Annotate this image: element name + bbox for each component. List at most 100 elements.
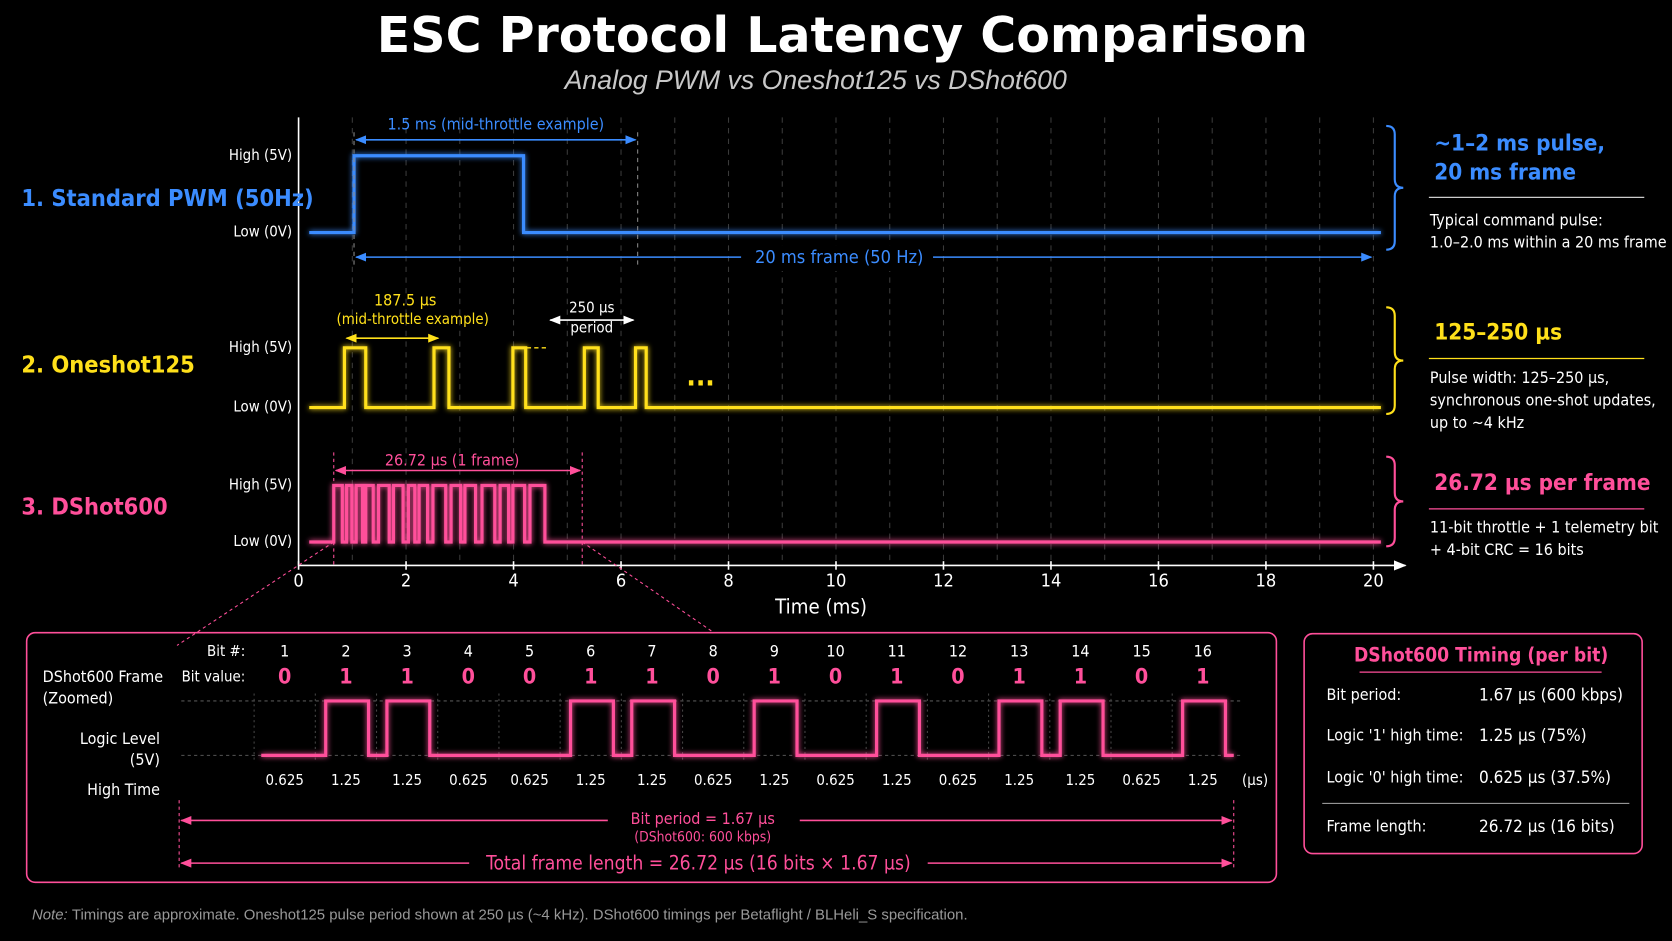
timing-value: 0.625 µs (37.5%)	[1479, 768, 1611, 788]
bit-number: 7	[647, 641, 656, 660]
side-heading: 26.72 µs per frame	[1434, 470, 1650, 496]
low-level-label: Low (0V)	[233, 532, 292, 550]
subtitle: Analog PWM vs Oneshot125 vs DShot600	[563, 65, 1067, 95]
bit-value: 0	[278, 664, 291, 689]
side-text: Pulse width: 125–250 µs,	[1430, 368, 1609, 387]
annotation: 1.5 ms (mid-throttle example)	[388, 114, 605, 133]
zoom-waveform	[261, 699, 1234, 757]
annotation: 20 ms frame (50 Hz)	[755, 247, 923, 268]
x-tick-label: 2	[401, 570, 411, 591]
high-time: 0.625	[449, 771, 487, 789]
side-text: 1.0–2.0 ms within a 20 ms frame	[1430, 233, 1667, 252]
low-level-label: Low (0V)	[233, 223, 292, 241]
title: ESC Protocol Latency Comparison	[377, 6, 1308, 64]
bit-value: 0	[462, 664, 475, 689]
timing-title: DShot600 Timing (per bit)	[1354, 644, 1608, 667]
bit-value: 1	[400, 664, 413, 689]
bit-value: 1	[890, 664, 903, 689]
brace	[1386, 455, 1404, 548]
side-text: up to ~4 kHz	[1430, 413, 1524, 432]
annotation: ...	[686, 360, 714, 393]
side-heading: ~1–2 ms pulse,	[1434, 131, 1605, 157]
zoom-label: (5V)	[130, 750, 160, 769]
side-text: Typical command pulse:	[1429, 210, 1603, 229]
zoom-panel	[25, 631, 1278, 884]
bit-value: 1	[339, 664, 352, 689]
x-tick-label: 14	[1041, 570, 1062, 591]
bit-number: 10	[826, 641, 844, 660]
zoom-label: Bit value:	[182, 667, 246, 685]
label-bg	[741, 245, 934, 271]
bit-number: 4	[464, 641, 473, 660]
timing-label: Logic '1' high time:	[1327, 726, 1464, 745]
bit-number: 1	[280, 641, 289, 660]
zoom-label: Logic Level	[80, 729, 160, 748]
x-tick-label: 8	[723, 570, 733, 591]
timing-label: Frame length:	[1327, 816, 1427, 835]
x-tick-label: 6	[616, 570, 626, 591]
high-time: 0.625	[510, 771, 548, 789]
bit-value: 1	[584, 664, 597, 689]
timing-panel	[1303, 632, 1643, 855]
protocol-name: 1. Standard PWM (50Hz)	[21, 184, 313, 212]
high-time: 0.625	[1122, 771, 1160, 789]
side-heading: 125–250 µs	[1434, 319, 1562, 345]
bit-value: 1	[768, 664, 781, 689]
timing-label: Logic '0' high time:	[1327, 767, 1464, 786]
x-tick-label: 20	[1363, 570, 1384, 591]
side-text: synchronous one-shot updates,	[1430, 391, 1656, 410]
bit-value: 1	[1196, 664, 1209, 689]
bit-number: 13	[1010, 641, 1028, 660]
bit-value: 0	[706, 664, 719, 689]
brace	[1386, 306, 1404, 416]
bit-number: 8	[709, 641, 718, 660]
waveform	[309, 483, 1381, 544]
annotation: period	[570, 319, 613, 337]
x-tick-label: 10	[826, 570, 847, 591]
high-time: 1.25	[1188, 771, 1218, 789]
timing-value: 1.25 µs (75%)	[1479, 726, 1587, 746]
annotation: 187.5 µs	[374, 290, 436, 309]
waveform	[309, 154, 1381, 235]
annotation: (mid-throttle example)	[337, 310, 489, 328]
high-time: 1.25	[576, 771, 606, 789]
bit-number: 16	[1194, 641, 1212, 660]
high-time: 0.625	[816, 771, 854, 789]
bit-value: 0	[951, 664, 964, 689]
bit-value: 0	[523, 664, 536, 689]
high-time: 1.25	[759, 771, 789, 789]
zoom-label: Bit #:	[207, 642, 245, 660]
note-label: Note:	[32, 906, 68, 923]
bit-number: 15	[1132, 641, 1150, 660]
high-time: 1.25	[331, 771, 361, 789]
x-tick-label: 16	[1148, 570, 1169, 591]
timing-label: Bit period:	[1327, 685, 1402, 704]
annotation: 250 µs	[569, 298, 614, 316]
bit-value: 0	[829, 664, 842, 689]
high-level-label: High (5V)	[229, 338, 292, 356]
zoom-guide	[581, 541, 713, 633]
zoom-label: DShot600 Frame	[43, 667, 164, 686]
note-text: Timings are approximate. Oneshot125 puls…	[72, 906, 968, 923]
timing-value: 1.67 µs (600 kbps)	[1479, 686, 1623, 706]
annotation: 26.72 µs (1 frame)	[385, 450, 519, 469]
high-time: 1.25	[1004, 771, 1034, 789]
high-time: 1.25	[882, 771, 912, 789]
x-tick-label: 4	[508, 570, 518, 591]
bit-number: 6	[586, 641, 595, 660]
label-bg	[469, 851, 928, 877]
bit-number: 11	[888, 641, 906, 660]
zoom-annotation: Total frame length = 26.72 µs (16 bits ×…	[485, 852, 911, 875]
high-level-label: High (5V)	[229, 146, 292, 164]
bit-number: 5	[525, 641, 534, 660]
side-text: + 4-bit CRC = 16 bits	[1430, 540, 1584, 559]
bit-number: 14	[1071, 641, 1089, 660]
zoom-label: (Zoomed)	[43, 688, 114, 707]
bit-value: 1	[1074, 664, 1087, 689]
side-heading: 20 ms frame	[1434, 159, 1576, 185]
x-tick-label: 12	[933, 570, 954, 591]
protocol-name: 3. DShot600	[21, 492, 167, 520]
zoom-annotation: (DShot600: 600 kbps)	[634, 830, 771, 846]
bit-number: 9	[770, 641, 779, 660]
